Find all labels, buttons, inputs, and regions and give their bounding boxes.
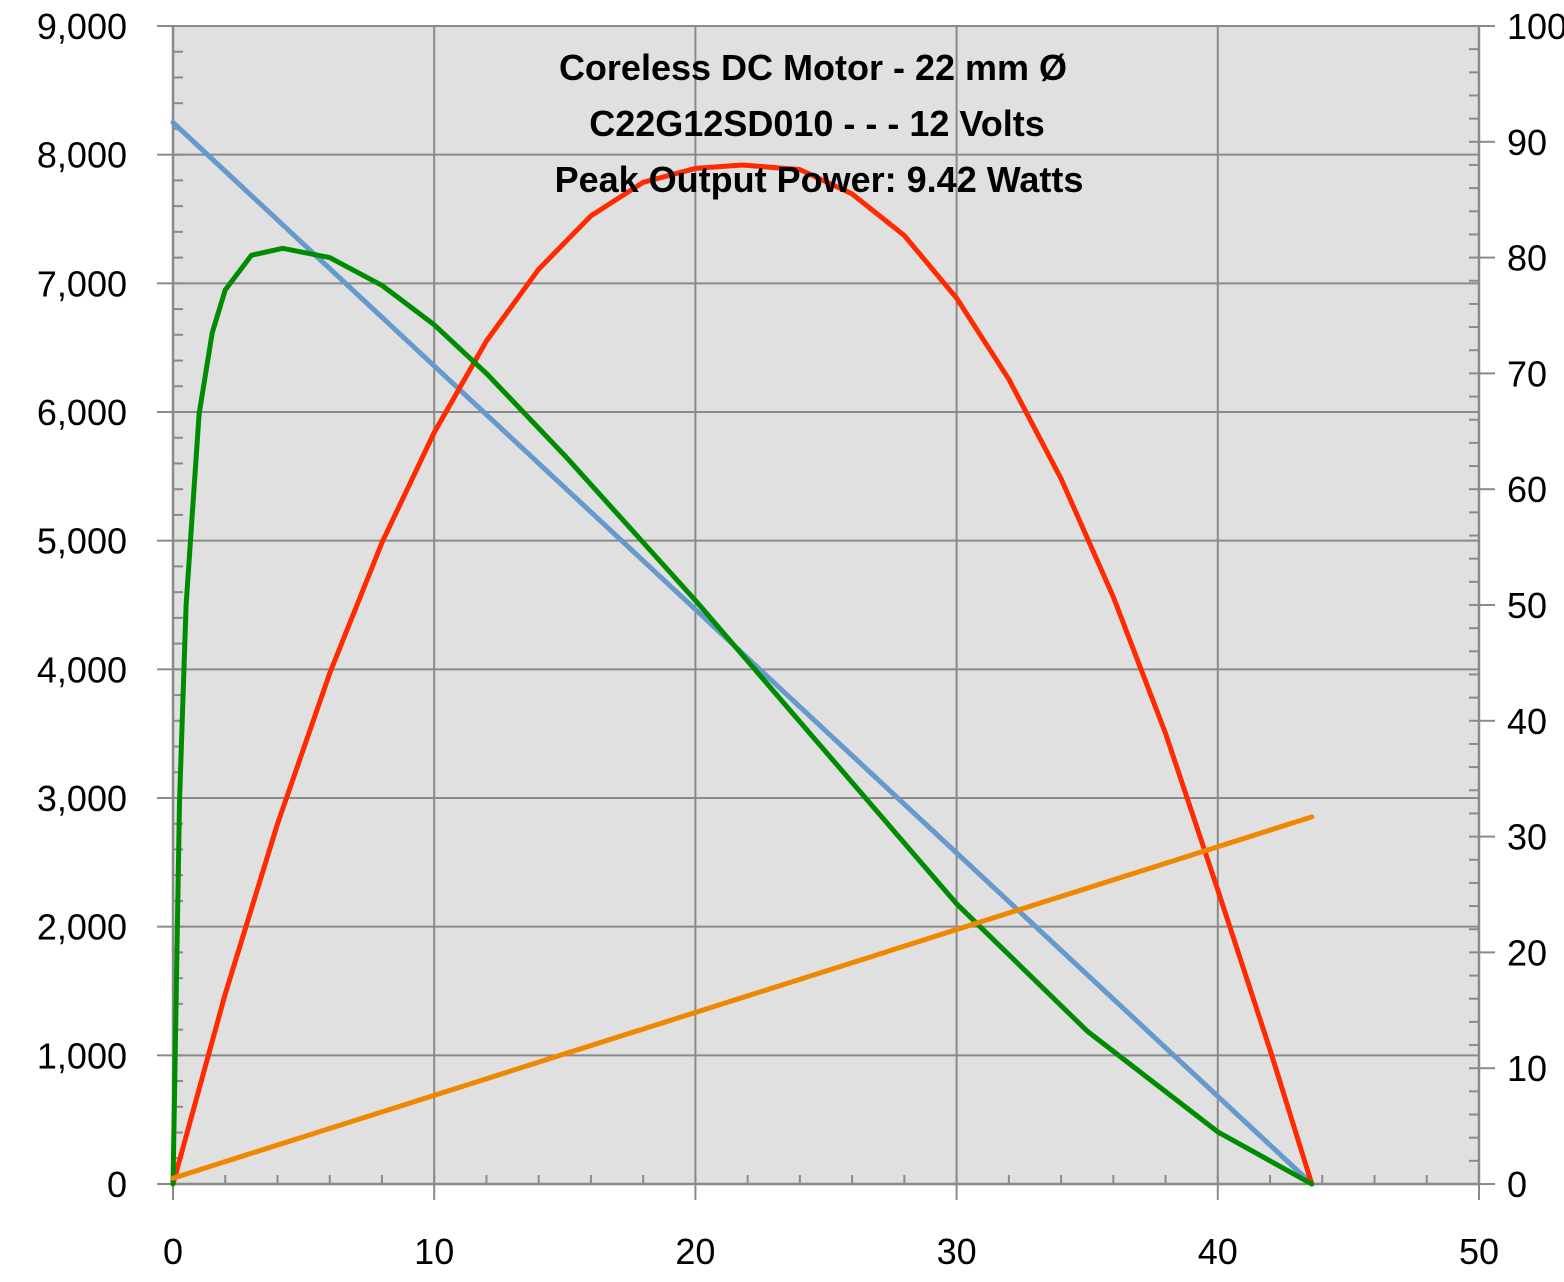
chart-title-line-1: Coreless DC Motor - 22 mm Ø [559, 47, 1067, 88]
tick-labels: 0 10 20 30 40 5001,0002,0003,0004,0005,0006,0… [37, 6, 1564, 1272]
y-right-tick-label: 0 [1507, 1164, 1527, 1205]
y-left-tick-label: 2,000 [37, 907, 127, 948]
series-layer [170, 120, 1315, 1187]
x-tick-label: 50 [1459, 1231, 1499, 1272]
y-right-tick-label: 100 [1507, 6, 1564, 47]
y-right-tick-label: 70 [1507, 353, 1547, 394]
y-left-tick-label: 8,000 [37, 135, 127, 176]
y-right-tick-label: 60 [1507, 469, 1547, 510]
x-tick-label: 10 [414, 1231, 454, 1272]
axes [157, 25, 1495, 1200]
plot-area-background [173, 26, 1479, 1184]
x-tick-label: 20 [675, 1231, 715, 1272]
x-tick-label: 30 [937, 1231, 977, 1272]
y-left-tick-label: 9,000 [37, 6, 127, 47]
chart-title-line-3: Peak Output Power: 9.42 Watts [555, 159, 1084, 200]
y-right-tick-label: 10 [1507, 1048, 1547, 1089]
chart-title-line-2: C22G12SD010 - - - 12 Volts [589, 103, 1045, 144]
y-right-tick-label: 50 [1507, 585, 1547, 626]
y-right-tick-label: 40 [1507, 701, 1547, 742]
y-right-tick-label: 20 [1507, 932, 1547, 973]
chart-title: Coreless DC Motor - 22 mm Ø C22G12SD010 … [555, 47, 1084, 200]
series-line-3 [170, 245, 1315, 1187]
y-right-tick-label: 30 [1507, 817, 1547, 858]
y-left-tick-label: 0 [107, 1164, 127, 1205]
y-left-tick-label: 7,000 [37, 263, 127, 304]
y-right-tick-label: 90 [1507, 122, 1547, 163]
y-left-tick-label: 1,000 [37, 1035, 127, 1076]
grid-lines [173, 25, 1479, 1184]
y-left-tick-label: 5,000 [37, 521, 127, 562]
y-right-tick-label: 80 [1507, 238, 1547, 279]
x-tick-label: 40 [1198, 1231, 1238, 1272]
y-left-tick-label: 3,000 [37, 778, 127, 819]
series-line-2 [170, 162, 1315, 1187]
series-line-4 [170, 814, 1315, 1181]
x-tick-label: 0 [163, 1231, 183, 1272]
y-left-tick-label: 6,000 [37, 392, 127, 433]
minor-tick-marks [172, 25, 1480, 1185]
y-left-tick-label: 4,000 [37, 649, 127, 690]
